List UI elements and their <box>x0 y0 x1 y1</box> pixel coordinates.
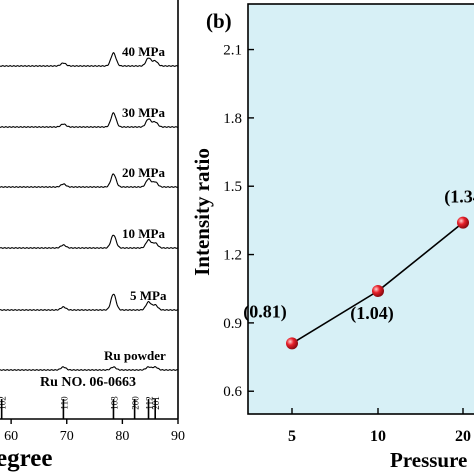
reference-hkl-label: 103 <box>109 396 119 410</box>
ratio-point <box>286 337 298 350</box>
xrd-series-label: 40 MPa <box>122 44 165 59</box>
xrd-trace-5-mpa <box>0 293 179 311</box>
xrd-series-label: 5 MPa <box>130 288 167 303</box>
ratio-plot-area <box>247 3 474 415</box>
xrd-series-label: Ru powder <box>104 348 166 363</box>
reference-hkl-label: 201 <box>151 396 161 410</box>
xrd-trace-40-mpa <box>0 51 179 67</box>
xrd-x-tick-label: 70 <box>60 429 74 444</box>
xrd-trace-20-mpa <box>0 173 179 188</box>
ratio-x-tick-label: 5 <box>288 428 296 445</box>
ratio-point <box>372 285 384 297</box>
xrd-x-tick-label: 80 <box>115 429 129 444</box>
ratio-x-tick-label: 10 <box>370 428 386 445</box>
xrd-series-label: 20 MPa <box>122 165 165 180</box>
ratio-point-label: (1.04) <box>350 303 394 324</box>
ratio-y-tick-label: 1.8 <box>223 111 242 127</box>
xrd-x-tick-label: 90 <box>171 429 185 444</box>
ratio-x-ticks: 5 10 20 <box>288 408 471 445</box>
ratio-y-axis-title: Intensity ratio <box>190 148 214 276</box>
ratio-panel: (b) Intensity ratio Pressure 0.6 0.9 1.2 1.… <box>190 3 474 472</box>
xrd-x-ticks: 60 70 80 90 <box>4 419 185 444</box>
xrd-trace-10-mpa <box>0 234 179 249</box>
panel-label-b: (b) <box>206 9 232 33</box>
reference-hkl-label: 110 <box>59 396 69 410</box>
ratio-x-axis-title: Pressure <box>390 448 467 472</box>
xrd-series-label: 30 MPa <box>122 105 165 120</box>
ratio-point <box>457 216 469 229</box>
reference-hkl-label: 200 <box>131 396 141 410</box>
reference-hkl-label: 112 <box>145 396 155 409</box>
ratio-y-tick-label: 1.2 <box>223 248 242 264</box>
ratio-point-label: (1.34 <box>444 187 474 208</box>
ratio-series: (0.81) (1.04) (1.34 <box>243 187 474 350</box>
xrd-series-label: 10 MPa <box>122 226 165 241</box>
xrd-panel: 40 MPa 30 MPa 20 MPa 10 MPa 5 MPa Ru powder 1… <box>0 0 185 472</box>
xrd-reference-label: Ru NO. 06-0663 <box>40 375 136 390</box>
ratio-y-tick-label: 0.6 <box>223 384 242 400</box>
xrd-series-labels: 40 MPa 30 MPa 20 MPa 10 MPa 5 MPa Ru powder <box>104 44 167 363</box>
ratio-y-tick-label: 2.1 <box>223 43 242 59</box>
ratio-x-tick-label: 20 <box>455 428 471 445</box>
xrd-x-tick-label: 60 <box>4 429 18 444</box>
xrd-x-axis-title: egree <box>0 445 52 472</box>
ratio-y-ticks: 0.6 0.9 1.2 1.5 1.8 2.1 <box>223 43 254 400</box>
reference-hkl-label: 102 <box>0 396 8 410</box>
ratio-y-tick-label: 0.9 <box>223 316 242 332</box>
xrd-trace-30-mpa <box>0 112 178 128</box>
xrd-traces <box>0 51 179 371</box>
ratio-y-tick-label: 1.5 <box>223 179 242 195</box>
xrd-trace-ru-powder <box>0 365 179 371</box>
ratio-point-label: (0.81) <box>243 301 287 322</box>
